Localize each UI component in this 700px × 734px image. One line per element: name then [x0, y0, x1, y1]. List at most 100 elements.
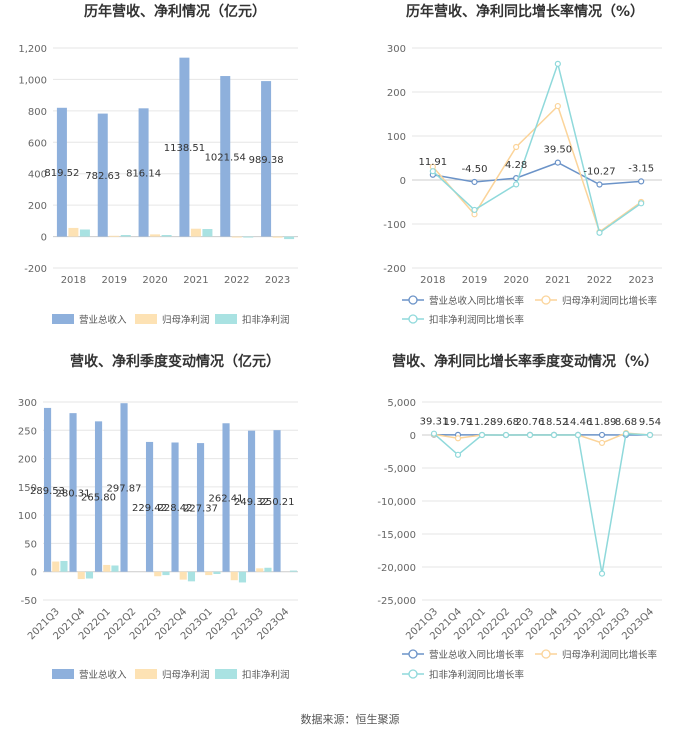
bar-net-profit	[68, 227, 79, 237]
bar-net-profit	[190, 228, 201, 237]
y-tick-label: -5,000	[384, 464, 416, 475]
data-point	[471, 178, 478, 186]
bar-net-profit	[150, 234, 161, 237]
data-label: 11.89	[588, 417, 617, 428]
legend-swatch	[215, 669, 237, 679]
bar-net-profit	[205, 571, 213, 576]
bar-net-profit	[109, 235, 120, 237]
bar-net-profit	[231, 236, 242, 238]
data-point	[646, 431, 654, 439]
y-tick-label: 400	[28, 170, 47, 181]
data-label: 289.53	[30, 486, 65, 497]
series-line-2	[433, 432, 651, 574]
bar-deducted-net-profit	[213, 571, 221, 574]
bar-revenue	[120, 403, 128, 572]
bar-revenue	[171, 442, 179, 572]
bar-deducted-net-profit	[85, 571, 94, 579]
y-tick-label: 200	[28, 201, 47, 212]
bar-revenue	[222, 423, 230, 572]
data-label: 9.54	[639, 417, 661, 428]
panel-annual-revenue: 历年营收、净利情况（亿元） -200 0 200 400 600 800 1,000 1,200…	[0, 0, 350, 350]
data-point	[622, 430, 630, 437]
bar-revenue	[97, 113, 108, 237]
data-label: 989.38	[249, 155, 284, 166]
y-tick-label: 800	[28, 107, 47, 118]
bar-revenue	[138, 108, 149, 237]
data-point	[513, 181, 520, 188]
legend-marker	[541, 649, 551, 659]
bar-deducted-net-profit	[60, 560, 68, 572]
bar-revenue	[94, 421, 103, 572]
x-tick-label: 2018	[61, 275, 86, 286]
data-label: 39.50	[544, 145, 573, 156]
legend-label: 扣非净利润同比增长率	[429, 669, 525, 681]
data-label: 227.37	[183, 503, 218, 514]
bar-deducted-net-profit	[202, 229, 213, 237]
bar-net-profit	[179, 571, 187, 580]
data-point	[598, 570, 606, 577]
legend-label: 营业总收入	[79, 669, 127, 681]
bar-revenue	[261, 81, 272, 237]
y-tick-label: 300	[387, 44, 406, 55]
bar-revenue	[145, 441, 154, 572]
y-tick-label: -200	[383, 264, 406, 275]
bar-deducted-net-profit	[238, 571, 247, 583]
data-label: 11.91	[419, 157, 448, 168]
data-point	[471, 206, 478, 214]
data-label: 11.28	[468, 417, 497, 428]
bar-deducted-net-profit	[289, 570, 298, 572]
legend-label: 扣非净利润	[242, 669, 290, 681]
x-tick-label: 2019	[462, 275, 487, 286]
legend-swatch	[135, 669, 157, 679]
legend-label: 扣非净利润	[242, 314, 290, 326]
bar-deducted-net-profit	[161, 235, 172, 237]
panel-quarterly-growth: 营收、净利同比增长率季度变动情况（%） -25,000 -20,000 -15,000…	[350, 350, 700, 705]
data-label: 1138.51	[164, 143, 205, 154]
legend-swatch	[215, 314, 237, 324]
legend-swatch	[52, 314, 74, 324]
bar-deducted-net-profit	[111, 565, 119, 572]
data-point	[430, 430, 438, 437]
bar-deducted-net-profit	[243, 236, 254, 238]
legend-label: 归母净利润同比增长率	[562, 295, 658, 307]
legend-marker	[408, 314, 418, 324]
data-point	[598, 439, 606, 447]
data-point	[596, 229, 603, 236]
bar-revenue	[273, 430, 281, 572]
data-label: 297.87	[107, 483, 142, 494]
y-tick-label: 100	[18, 511, 37, 522]
data-point	[598, 431, 606, 439]
data-point	[638, 200, 645, 207]
data-point	[526, 431, 534, 439]
legend-label: 营业总收入	[79, 314, 127, 326]
legend-label: 归母净利润	[162, 314, 210, 326]
data-label: 250.21	[260, 497, 295, 508]
chart-title: 历年营收、净利情况（亿元）	[84, 3, 266, 20]
bar-net-profit	[154, 571, 162, 577]
data-point	[596, 181, 603, 188]
legend-label: 归母净利润	[162, 669, 210, 681]
data-point	[454, 451, 462, 458]
data-label: 4.28	[505, 160, 527, 171]
chart-title: 营收、净利同比增长率季度变动情况（%）	[392, 353, 658, 370]
y-tick-label: 0	[31, 568, 37, 579]
bar-revenue	[247, 430, 256, 572]
bar-deducted-net-profit	[284, 236, 295, 240]
bar-revenue	[43, 407, 52, 572]
data-source-note: 数据来源：恒生聚源	[300, 713, 400, 726]
data-label: 249.32	[234, 497, 269, 508]
legend-marker	[541, 295, 551, 305]
x-tick-label: 2023	[628, 275, 653, 286]
data-label: 262.41	[209, 493, 244, 504]
x-tick-label: 2021	[545, 275, 570, 286]
data-point	[454, 435, 462, 442]
y-tick-label: 250	[18, 426, 37, 437]
y-tick-label: 50	[24, 539, 37, 550]
data-label: 782.63	[85, 171, 120, 182]
y-tick-label: -25,000	[377, 596, 416, 607]
bar-deducted-net-profit	[79, 229, 90, 237]
y-tick-label: 200	[18, 455, 37, 466]
legend-marker	[408, 669, 418, 679]
bar-revenue	[196, 443, 205, 572]
bar-net-profit	[77, 571, 85, 580]
